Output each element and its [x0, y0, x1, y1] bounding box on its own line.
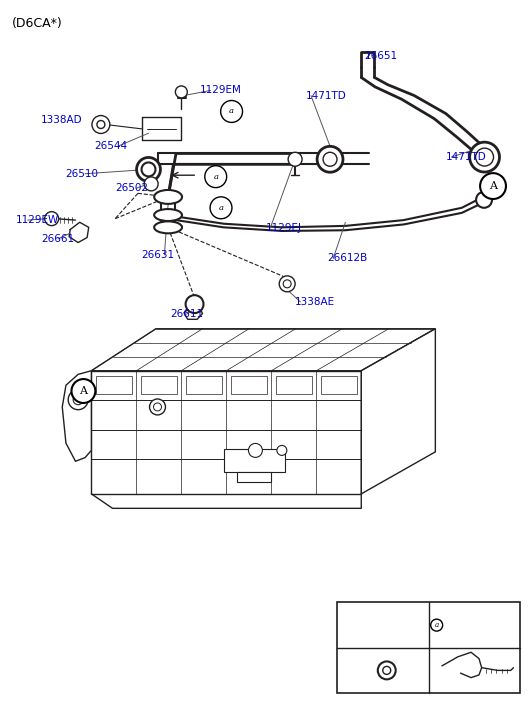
Text: 1311AB: 1311AB — [345, 622, 389, 632]
Bar — [337, 603, 520, 693]
Circle shape — [383, 667, 390, 675]
Text: 1471TD: 1471TD — [446, 152, 487, 162]
Circle shape — [154, 403, 162, 411]
Text: 26510: 26510 — [65, 169, 98, 179]
Text: A: A — [489, 181, 497, 191]
Circle shape — [97, 121, 105, 129]
Text: a: a — [219, 204, 223, 212]
Circle shape — [205, 166, 227, 188]
Text: a: a — [435, 621, 439, 629]
Circle shape — [323, 152, 337, 166]
Circle shape — [221, 100, 243, 122]
Ellipse shape — [154, 190, 182, 204]
Polygon shape — [92, 329, 435, 371]
Circle shape — [431, 619, 443, 631]
Bar — [223, 449, 285, 472]
Circle shape — [142, 162, 155, 177]
Text: 1129EJ: 1129EJ — [266, 223, 302, 233]
Circle shape — [277, 446, 287, 455]
Circle shape — [248, 443, 262, 457]
Polygon shape — [361, 329, 435, 494]
Text: 1338AD: 1338AD — [41, 115, 82, 125]
Text: 26661: 26661 — [41, 234, 74, 244]
Text: 1471TD: 1471TD — [306, 91, 346, 100]
Bar — [140, 376, 177, 394]
Circle shape — [378, 662, 396, 679]
Circle shape — [288, 152, 302, 166]
Circle shape — [137, 158, 161, 181]
Circle shape — [71, 379, 95, 403]
Text: 26544: 26544 — [94, 141, 127, 151]
Polygon shape — [62, 371, 92, 461]
Text: 26612B: 26612B — [327, 254, 367, 263]
Circle shape — [73, 395, 83, 405]
Text: 1129EW: 1129EW — [16, 215, 60, 225]
Text: 1129EM: 1129EM — [200, 86, 242, 95]
Text: 26631: 26631 — [142, 250, 174, 260]
Ellipse shape — [154, 209, 182, 221]
Circle shape — [186, 295, 204, 313]
Text: a: a — [229, 108, 234, 116]
Circle shape — [92, 116, 110, 134]
Bar — [237, 472, 271, 481]
Text: 1799JE: 1799JE — [450, 620, 488, 630]
Circle shape — [68, 390, 88, 410]
Text: (D6CA*): (D6CA*) — [12, 17, 63, 31]
Circle shape — [176, 86, 187, 98]
Bar — [230, 376, 267, 394]
Bar — [276, 376, 312, 394]
Circle shape — [317, 146, 343, 172]
Text: 26651: 26651 — [364, 51, 397, 61]
Polygon shape — [92, 371, 361, 494]
Circle shape — [283, 280, 291, 288]
Circle shape — [480, 173, 506, 199]
Text: 26502: 26502 — [115, 183, 148, 193]
Circle shape — [45, 212, 59, 225]
Circle shape — [144, 177, 158, 191]
Text: 26611: 26611 — [171, 309, 204, 319]
Circle shape — [210, 197, 232, 219]
Circle shape — [279, 276, 295, 292]
Circle shape — [476, 148, 494, 166]
Circle shape — [470, 142, 500, 172]
Bar — [320, 376, 357, 394]
Circle shape — [476, 192, 492, 208]
Text: A: A — [79, 386, 87, 396]
Ellipse shape — [154, 221, 182, 233]
Text: 1338AE: 1338AE — [295, 297, 335, 307]
Bar — [96, 376, 132, 394]
Circle shape — [149, 399, 165, 415]
Text: a: a — [213, 172, 218, 180]
Bar — [186, 376, 222, 394]
